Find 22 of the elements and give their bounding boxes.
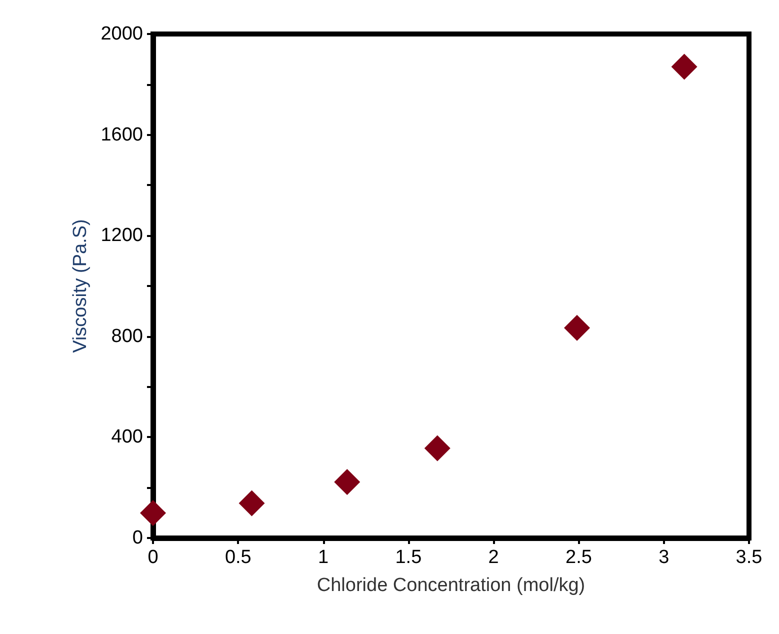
x-tick-label: 2 [488, 547, 499, 568]
y-tick-label: 0 [132, 528, 143, 548]
y-tick-label: 2000 [100, 24, 143, 44]
x-tick-label: 1.5 [395, 547, 422, 568]
point [140, 500, 166, 526]
x-axis-title: Chloride Concentration (mol/kg) [316, 575, 586, 596]
x-tick-label: 3 [658, 547, 670, 568]
x-tick-label: 3.5 [736, 547, 762, 568]
y-tick-label: 1200 [100, 225, 143, 246]
point [238, 490, 265, 516]
point [564, 314, 590, 341]
point [424, 435, 450, 462]
point [334, 469, 360, 496]
y-tick-label: 800 [111, 326, 143, 347]
y-tick-label: 400 [111, 426, 143, 448]
x-tick-label: 2.5 [566, 547, 592, 568]
x-tick-label: 0.5 [224, 547, 252, 568]
point [671, 54, 698, 80]
y-axis-title: Viscosity (Pa.S) [70, 219, 91, 353]
x-tick-label: 0 [148, 547, 158, 568]
x-tick-label: 1 [318, 547, 329, 568]
y-tick-label: 1600 [100, 124, 143, 146]
